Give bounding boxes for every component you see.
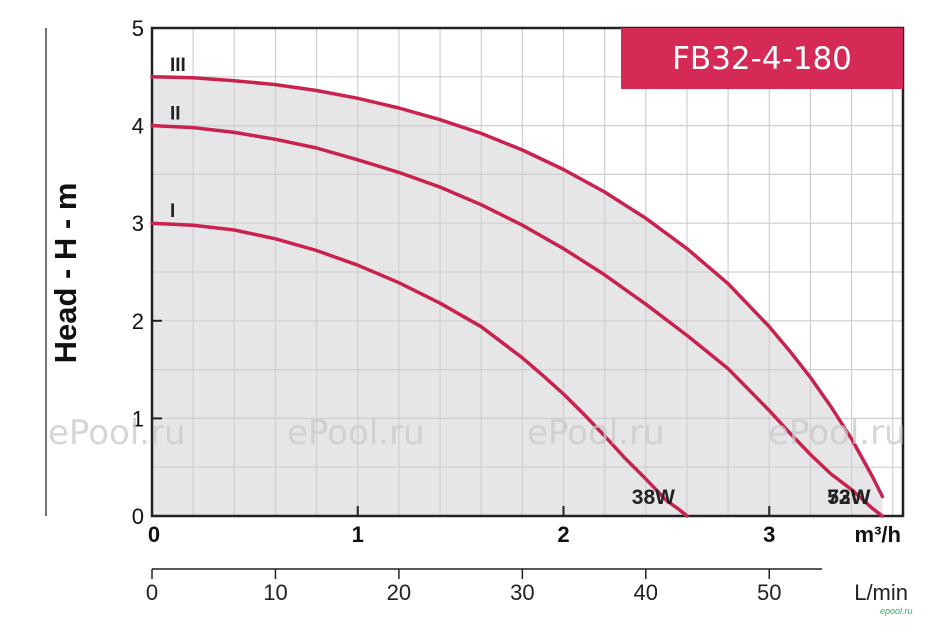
series-label: I [170, 201, 175, 222]
y-tick-label: 1 [132, 406, 144, 431]
x2-tick-label: 20 [387, 580, 411, 605]
x-tick-label: 2 [557, 522, 569, 547]
pump-curve [150, 221, 689, 518]
y-tick-label: 2 [132, 309, 144, 334]
operating-region [152, 76, 883, 517]
series-label: III [170, 55, 186, 76]
watermark: ePool.ru [527, 413, 665, 453]
x2-tick-label: 10 [263, 580, 287, 605]
x-tick-label: 0 [148, 522, 160, 547]
chart-title: FB32-4-180 [621, 28, 903, 89]
y-tick-label: 3 [132, 211, 144, 236]
x2-tick-label: 40 [634, 580, 658, 605]
power-label: 38W [632, 486, 675, 509]
x2-tick-label: 30 [510, 580, 534, 605]
x2-unit-label: L/min [854, 580, 908, 605]
pump-curve [150, 123, 885, 518]
watermark: ePool.ru [768, 413, 906, 453]
pump-curve [150, 75, 885, 499]
watermark: ePool.ru [48, 413, 186, 453]
plot-frame [150, 26, 905, 518]
y-tick-label: 5 [132, 16, 144, 41]
x-unit-label: m³/h [855, 522, 901, 547]
y-tick-label: 4 [132, 114, 144, 139]
x2-tick-label: 0 [146, 580, 158, 605]
y-tick-label: 0 [132, 504, 144, 529]
series-label: II [170, 104, 181, 125]
y-axis-label: Head - H - m [48, 182, 83, 364]
x-tick-label: 1 [352, 522, 364, 547]
x2-tick-label: 50 [757, 580, 781, 605]
brand-mark: epool.ru [880, 606, 913, 616]
power-label: 53W [827, 486, 870, 509]
watermark: ePool.ru [287, 413, 425, 453]
power-label: 72W [827, 486, 870, 509]
x-tick-label: 3 [763, 522, 775, 547]
